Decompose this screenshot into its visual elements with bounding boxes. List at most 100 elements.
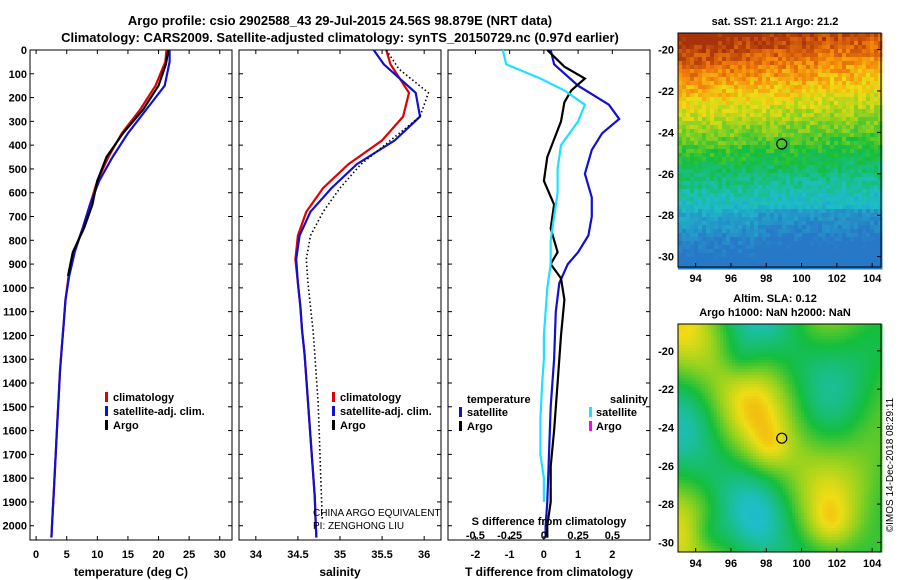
heatmap-cell [726,435,730,439]
heatmap-cell [732,468,736,472]
x-tick-label: 102 [828,273,846,285]
heatmap-cell [694,101,699,106]
heatmap-cell [850,33,855,38]
heatmap-cell [678,324,682,328]
heatmap-cell [826,257,831,262]
heatmap-cell [708,342,712,346]
heatmap-cell [730,181,735,186]
heatmap-cell [746,61,751,66]
heatmap-cell [732,447,736,451]
heatmap-cell [732,330,736,334]
heatmap-cell [690,399,694,403]
heatmap-cell [702,161,707,166]
heatmap-cell [702,423,706,427]
heatmap-cell [698,209,703,214]
heatmap-cell [706,225,711,230]
heatmap-cell [834,53,839,58]
heatmap-cell [723,396,727,400]
heatmap-cell [834,197,839,202]
heatmap-cell [711,462,715,466]
heatmap-cell [741,462,745,466]
heatmap-cell [734,145,739,150]
heatmap-cell [786,225,791,230]
heatmap-cell [711,477,715,481]
heatmap-cell [858,177,863,182]
heatmap-cell [735,327,739,331]
heatmap-cell [790,197,795,202]
heatmap-cell [730,189,735,194]
heatmap-cell [720,405,724,409]
heatmap-cell [681,351,685,355]
heatmap-cell [838,117,843,122]
heatmap-cell [720,510,724,514]
heatmap-cell [693,480,697,484]
heatmap-cell [708,381,712,385]
heatmap-cell [754,109,759,114]
heatmap-cell [711,393,715,397]
heatmap-cell [746,181,751,186]
heatmap-cell [782,89,787,94]
heatmap-cell [822,57,827,62]
heatmap-cell [794,165,799,170]
heatmap-cell [706,69,711,74]
heatmap-cell [734,45,739,50]
heatmap-cell [802,177,807,182]
heatmap-cell [714,165,719,170]
heatmap-cell [708,333,712,337]
heatmap-cell [754,229,759,234]
heatmap-cell [806,89,811,94]
heatmap-cell [842,129,847,134]
heatmap-cell [790,137,795,142]
heatmap-cell [842,105,847,110]
heatmap-cell [694,257,699,262]
heatmap-cell [711,411,715,415]
heatmap-cell [717,543,721,547]
heatmap-cell [694,37,699,42]
heatmap-cell [830,229,835,234]
heatmap-cell [834,221,839,226]
heatmap-cell [696,495,700,499]
heatmap-cell [684,498,688,502]
heatmap-cell [770,53,775,58]
heatmap-cell [782,41,787,46]
heatmap-cell [718,97,723,102]
heatmap-cell [682,149,687,154]
heatmap-cell [708,444,712,448]
heatmap-cell [806,213,811,218]
heatmap-cell [723,450,727,454]
heatmap-cell [854,49,859,54]
heatmap-cell [698,193,703,198]
heatmap-cell [678,537,682,541]
heatmap-cell [738,516,742,520]
heatmap-cell [846,117,851,122]
heatmap-cell [678,185,683,190]
title-line-1: Argo profile: csio 2902588_43 29-Jul-201… [128,13,552,28]
heatmap-cell [678,474,682,478]
heatmap-cell [690,333,694,337]
heatmap-cell [729,450,733,454]
heatmap-cell [826,93,831,98]
heatmap-cell [778,101,783,106]
heatmap-cell [814,225,819,230]
heatmap-cell [870,181,875,186]
heatmap-cell [870,81,875,86]
heatmap-cell [717,522,721,526]
heatmap-cell [862,173,867,178]
heatmap-cell [738,89,743,94]
heatmap-cell [822,261,827,266]
heatmap-cell [862,261,867,266]
heatmap-cell [814,41,819,46]
heatmap-cell [770,193,775,198]
heatmap-cell [818,85,823,90]
heatmap-cell [774,249,779,254]
heatmap-cell [694,233,699,238]
heatmap-cell [742,33,747,38]
heatmap-cell [850,153,855,158]
heatmap-cell [732,486,736,490]
heatmap-cell [708,399,712,403]
heatmap-cell [786,77,791,82]
heatmap-cell [746,73,751,78]
heatmap-cell [706,73,711,78]
heatmap-cell [729,402,733,406]
heatmap-cell [758,157,763,162]
